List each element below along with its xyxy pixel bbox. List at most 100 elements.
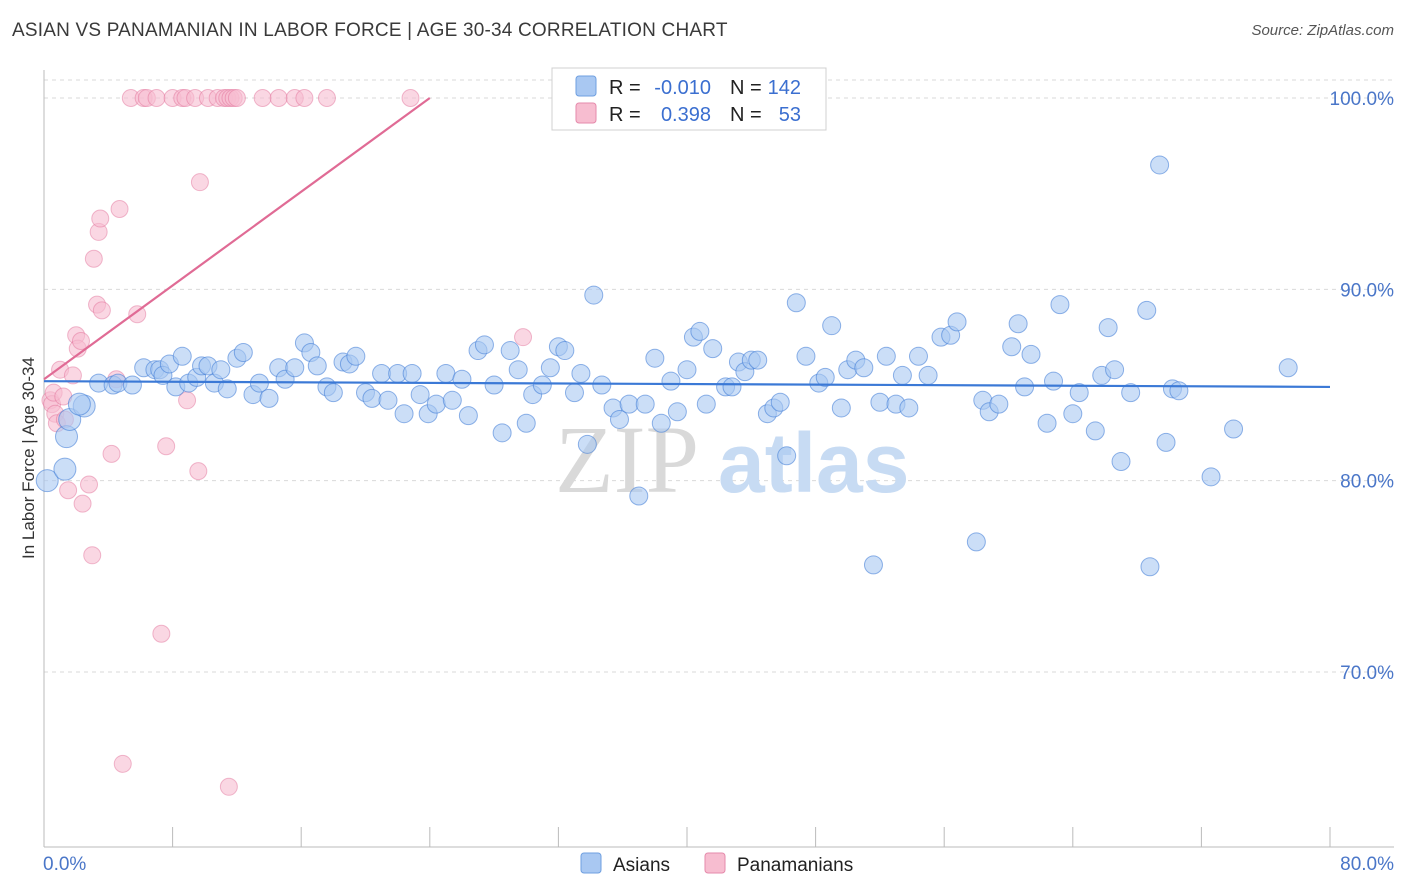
asian-point-122	[1021, 344, 1041, 364]
panamanian-point-46	[227, 89, 246, 107]
y-tick-labels: 70.0% 80.0% 90.0% 100.0%	[1330, 89, 1395, 684]
y-tick-label-90: 90.0%	[1340, 280, 1394, 301]
x-tick-label-max: 80.0%	[1340, 854, 1394, 875]
legend-swatch-asians	[575, 75, 597, 97]
panamanians-points	[41, 89, 533, 796]
asian-point-59	[508, 360, 528, 380]
asian-point-49	[426, 394, 446, 414]
panamanian-point-37	[189, 462, 208, 481]
asian-point-141	[1224, 419, 1244, 439]
source-label: Source: ZipAtlas.com	[1251, 22, 1394, 39]
asian-point-56	[484, 375, 504, 395]
asian-point-108	[892, 365, 912, 385]
asian-point-72	[609, 409, 629, 429]
asian-point-125	[1050, 295, 1070, 315]
y-tick-label-70: 70.0%	[1340, 663, 1394, 684]
asian-point-79	[667, 402, 687, 422]
y-tick-label-80: 80.0%	[1340, 472, 1394, 493]
asian-point-25	[233, 342, 253, 362]
panamanian-point-31	[157, 437, 176, 456]
asian-point-80	[677, 360, 697, 380]
panamanian-point-19	[91, 209, 110, 228]
panamanians-trend-line	[43, 97, 431, 381]
panamanian-point-51	[317, 89, 336, 107]
legend-n-value-panamanians: 53	[779, 104, 801, 126]
asian-point-134	[1137, 300, 1157, 320]
legend-n-label-asians: N =	[730, 77, 762, 99]
axes	[43, 70, 1394, 848]
asian-point-5	[67, 392, 91, 416]
panamanian-point-16	[84, 249, 103, 268]
series-legend-swatch-asians	[580, 852, 602, 874]
asian-point-96	[796, 346, 816, 366]
stats-legend: R = -0.010 N = 142 R = 0.398 N = 53	[551, 67, 827, 131]
asian-point-45	[394, 404, 414, 424]
series-legend: Asians Panamanians	[580, 852, 853, 876]
trend-lines	[43, 97, 1331, 389]
legend-r-label-panamanians: R =	[609, 104, 641, 126]
asian-point-106	[876, 346, 896, 366]
asian-point-41	[362, 388, 382, 408]
asian-point-65	[555, 341, 575, 361]
asian-point-34	[307, 356, 327, 376]
asian-point-126	[1063, 404, 1083, 424]
panamanian-point-20	[92, 301, 111, 320]
panamanian-point-50	[295, 89, 314, 107]
asian-point-105	[870, 392, 890, 412]
panamanian-point-14	[80, 475, 99, 494]
legend-r-value-panamanians: 0.398	[661, 104, 711, 126]
asian-point-23	[217, 379, 237, 399]
panamanian-point-45	[219, 777, 238, 796]
asian-point-130	[1098, 318, 1118, 338]
asian-point-57	[492, 423, 512, 443]
asian-point-39	[346, 346, 366, 366]
asians-points	[35, 155, 1298, 577]
asian-point-42	[372, 364, 392, 384]
asian-point-140	[1201, 467, 1221, 487]
asian-point-51	[442, 390, 462, 410]
watermark-atlas: atlas	[718, 416, 909, 510]
asian-point-128	[1085, 421, 1105, 441]
panamanian-point-24	[113, 754, 132, 773]
panamanian-point-15	[83, 546, 102, 565]
asian-point-22	[211, 360, 231, 380]
panamanian-point-8	[59, 481, 78, 500]
grid-lines	[44, 79, 1394, 673]
asian-point-111	[918, 365, 938, 385]
asian-point-138	[1150, 155, 1170, 175]
legend-n-label-panamanians: N =	[730, 104, 762, 126]
legend-r-label-asians: R =	[609, 77, 641, 99]
asian-point-60	[516, 413, 536, 433]
watermark: ZIP atlas	[555, 406, 909, 513]
panamanian-point-12	[71, 331, 90, 350]
asian-point-63	[540, 358, 560, 378]
x-tick-label-min: 0.0%	[43, 854, 86, 875]
asian-point-119	[1002, 337, 1022, 357]
asian-point-132	[1111, 452, 1131, 472]
asian-point-69	[584, 285, 604, 305]
asian-point-139	[1140, 557, 1160, 577]
panamanian-point-30	[152, 624, 171, 643]
y-axis-title: In Labor Force | Age 30-34	[19, 357, 38, 559]
panamanian-point-21	[102, 444, 121, 463]
asian-point-77	[651, 413, 671, 433]
panamanian-point-29	[147, 89, 166, 107]
chart-title: ASIAN VS PANAMANIAN IN LABOR FORCE | AGE…	[12, 20, 728, 41]
asian-point-28	[259, 388, 279, 408]
asian-point-76	[645, 348, 665, 368]
stats-legend-box	[551, 67, 827, 131]
asian-point-50	[436, 364, 456, 384]
asian-point-115	[966, 532, 986, 552]
asian-point-142	[1278, 358, 1298, 378]
asian-point-133	[1121, 383, 1141, 403]
asian-point-36	[323, 383, 343, 403]
asian-point-109	[899, 398, 919, 418]
asian-point-55	[474, 335, 494, 355]
asian-point-58	[500, 341, 520, 361]
asian-point-121	[1015, 377, 1035, 397]
asian-point-93	[770, 392, 790, 412]
asian-point-110	[908, 346, 928, 366]
asian-point-75	[635, 394, 655, 414]
asian-point-131	[1105, 360, 1125, 380]
